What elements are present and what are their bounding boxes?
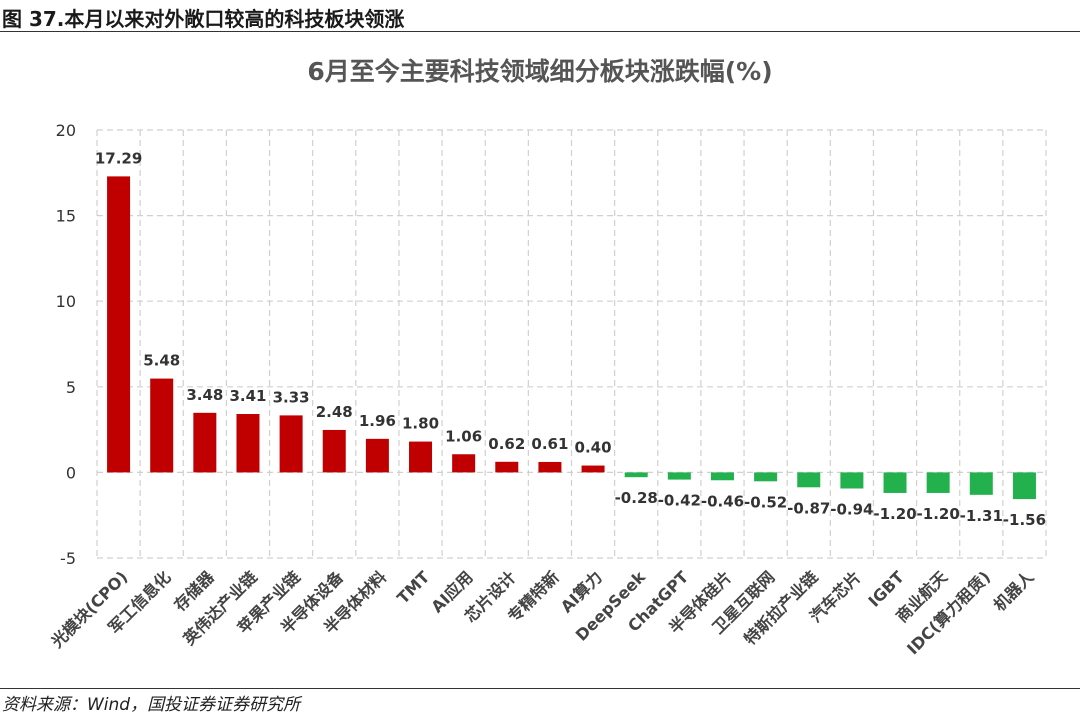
bar — [581, 465, 605, 473]
bar — [969, 472, 993, 495]
bar — [667, 472, 691, 480]
data-label: 3.41 — [229, 387, 266, 405]
data-label: -0.52 — [744, 493, 787, 511]
data-label: 2.48 — [316, 403, 353, 421]
bar — [840, 472, 864, 489]
y-tick-label: 15 — [56, 207, 76, 226]
bar — [279, 415, 303, 473]
data-label: 1.96 — [359, 412, 396, 430]
bar — [495, 461, 519, 473]
data-label: 0.61 — [531, 435, 568, 453]
bar — [624, 472, 648, 478]
source-note: 资料来源：Wind，国投证券证券研究所 — [2, 695, 301, 715]
chart-title: 6月至今主要科技领域细分板块涨跌幅(%) — [307, 57, 772, 86]
data-label: -0.87 — [787, 499, 830, 517]
footer-divider — [0, 688, 1080, 689]
y-tick-label: 5 — [66, 378, 76, 397]
bar — [150, 378, 174, 473]
bar — [107, 176, 131, 473]
y-tick-label: -5 — [60, 549, 76, 568]
bar — [710, 472, 734, 481]
data-label: -0.46 — [701, 492, 744, 510]
figure-header: 图 37.本月以来对外敞口较高的科技板块领涨 — [0, 0, 1080, 32]
bar — [193, 412, 217, 473]
x-tick-label: 机器人 — [990, 567, 1038, 615]
bar — [797, 472, 821, 488]
bar — [538, 461, 562, 473]
data-label: 17.29 — [95, 149, 142, 167]
data-label: 3.33 — [273, 388, 310, 406]
figure-title: 图 37.本月以来对外敞口较高的科技板块领涨 — [2, 7, 405, 31]
bar — [322, 429, 346, 473]
x-tick-label: TMT — [393, 567, 433, 607]
data-label: 0.40 — [575, 439, 612, 457]
bar — [1012, 472, 1036, 500]
chart-data-labels: 17.29 5.48 3.48 3.41 3.33 2.48 1.96 1.80 1.06 0.6… — [95, 149, 1046, 529]
chart-grid — [96, 129, 1047, 559]
data-label: -1.56 — [1003, 511, 1046, 529]
data-label: 3.48 — [186, 386, 223, 404]
data-label: -0.94 — [830, 500, 873, 518]
data-label: -1.20 — [873, 505, 916, 523]
y-tick-label: 0 — [66, 463, 76, 482]
chart-bars — [107, 176, 1036, 500]
y-tick-label: 10 — [56, 292, 76, 311]
bar — [926, 472, 950, 493]
y-axis-ticks: -5 0 5 10 15 20 — [56, 121, 76, 568]
data-label: 0.62 — [488, 435, 525, 453]
data-label: -0.28 — [615, 489, 658, 507]
data-label: -1.20 — [917, 505, 960, 523]
y-tick-label: 20 — [56, 121, 76, 140]
data-label: -1.31 — [960, 507, 1003, 525]
data-label: 1.80 — [402, 415, 439, 433]
data-label: 5.48 — [143, 352, 180, 370]
bar — [754, 472, 778, 482]
bar — [236, 414, 260, 473]
bar — [452, 454, 476, 473]
data-label: 1.06 — [445, 427, 482, 445]
bar — [409, 441, 433, 473]
bar — [883, 472, 907, 493]
data-label: -0.42 — [658, 492, 701, 510]
bar — [365, 438, 389, 473]
